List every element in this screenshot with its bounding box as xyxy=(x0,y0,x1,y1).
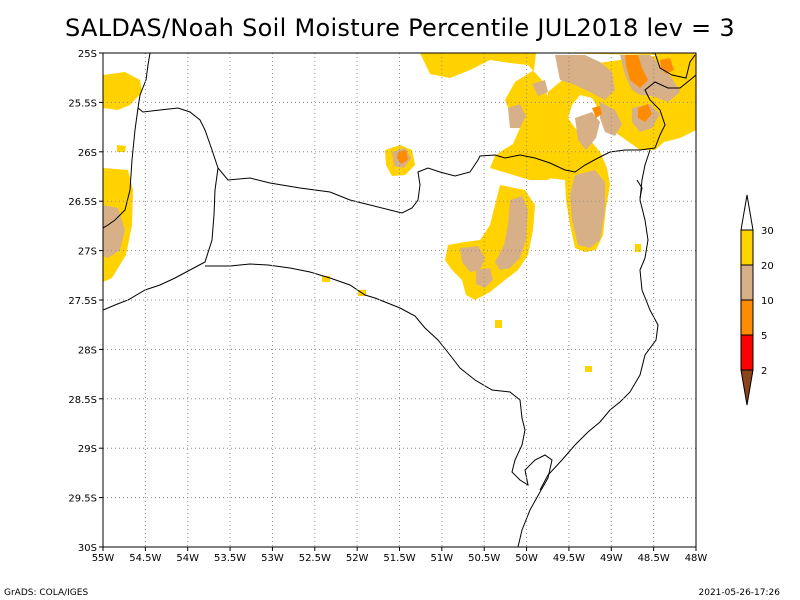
x-tick-label: 52W xyxy=(346,553,369,564)
y-tick-label: 28.5S xyxy=(68,395,97,406)
y-tick-label: 27.5S xyxy=(68,296,97,307)
legend-label: 20 xyxy=(761,261,774,272)
legend-swatch xyxy=(740,299,754,336)
y-tick-label: 30S xyxy=(78,543,97,554)
x-tick-label: 50.5W xyxy=(468,553,500,564)
y-tick-label: 29S xyxy=(78,444,97,455)
y-tick-label: 25.5S xyxy=(68,98,97,109)
x-axis-ticks: 55W 54.5W 54W 53.5W 53W 52.5W 52W 51.5W 51W 50.5W… xyxy=(92,547,708,564)
grid-lines xyxy=(103,53,696,547)
y-tick-label: 28S xyxy=(78,345,97,356)
y-tick-label: 27S xyxy=(78,247,97,258)
legend-bottom-arrow xyxy=(740,369,754,406)
y-tick-label: 29.5S xyxy=(68,494,97,505)
x-tick-label: 48.5W xyxy=(638,553,670,564)
legend-swatch xyxy=(740,264,754,301)
footer-left-credit: GrADS: COLA/IGES xyxy=(4,588,89,598)
x-tick-label: 51W xyxy=(431,553,454,564)
x-tick-label: 53.5W xyxy=(214,553,246,564)
legend-colorbar: 30 20 10 5 2 xyxy=(740,194,774,406)
legend-label: 30 xyxy=(761,226,774,237)
legend-swatch xyxy=(740,229,754,266)
legend-label: 5 xyxy=(761,331,767,342)
x-tick-label: 55W xyxy=(92,553,115,564)
x-tick-label: 54.5W xyxy=(129,553,161,564)
y-axis-ticks: 25S 25.5S 26S 26.5S 27S 27.5S 28S 28.5S 29S 29.5S… xyxy=(68,49,103,554)
x-tick-label: 48W xyxy=(685,553,708,564)
y-tick-label: 26S xyxy=(78,148,97,159)
legend-label: 10 xyxy=(761,296,774,307)
legend-swatch xyxy=(740,334,754,371)
coastline-borders xyxy=(103,53,696,547)
x-tick-label: 52.5W xyxy=(299,553,331,564)
x-tick-label: 54W xyxy=(176,553,199,564)
legend-label: 2 xyxy=(761,366,767,377)
map-title: SALDAS/Noah Soil Moisture Percentile JUL… xyxy=(65,14,735,42)
x-tick-label: 51.5W xyxy=(383,553,415,564)
y-tick-label: 26.5S xyxy=(68,197,97,208)
x-tick-label: 50W xyxy=(515,553,538,564)
footer-timestamp: 2021-05-26-17:26 xyxy=(698,588,781,598)
x-tick-label: 49W xyxy=(600,553,623,564)
y-tick-label: 25S xyxy=(78,49,97,60)
legend-top-arrow xyxy=(740,194,754,231)
x-tick-label: 49.5W xyxy=(553,553,585,564)
x-tick-label: 53W xyxy=(261,553,284,564)
